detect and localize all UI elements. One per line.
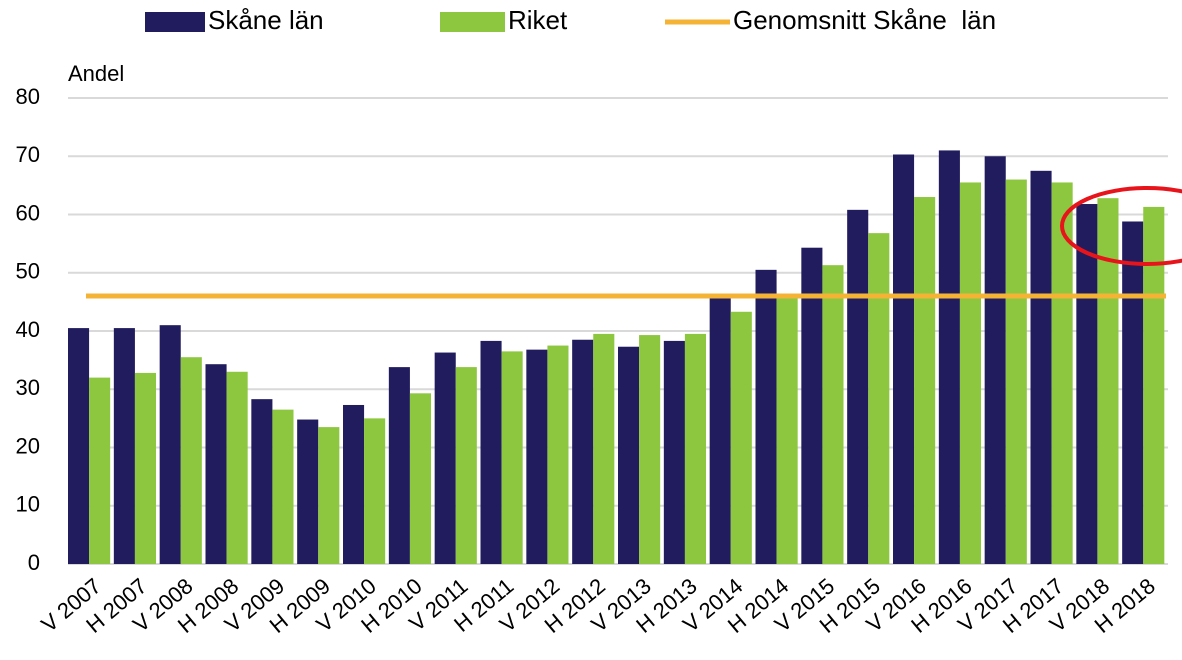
- bar: [893, 154, 915, 564]
- y-tick-label: 60: [16, 200, 40, 225]
- y-tick-label: 80: [16, 84, 40, 109]
- bar: [526, 349, 548, 564]
- y-tick-label: 20: [16, 433, 40, 458]
- bar: [343, 404, 365, 564]
- bar: [663, 340, 685, 564]
- bar: [409, 393, 431, 564]
- bar: [134, 372, 156, 564]
- bar: [984, 156, 1006, 564]
- bar: [1030, 170, 1052, 564]
- bar: [593, 333, 615, 564]
- bar: [113, 328, 135, 564]
- bar: [388, 367, 410, 564]
- y-tick-label: 0: [28, 550, 40, 575]
- bar: [868, 233, 890, 564]
- bar: [730, 311, 752, 564]
- bar: [801, 247, 823, 564]
- bar: [1122, 221, 1144, 565]
- legend-label: Skåne län: [208, 5, 324, 35]
- y-tick-label: 30: [16, 375, 40, 400]
- bar: [847, 209, 869, 564]
- bar: [251, 399, 273, 564]
- legend-swatch: [145, 12, 205, 32]
- bar: [822, 265, 844, 564]
- bar: [272, 409, 294, 564]
- bar: [455, 367, 477, 564]
- y-tick-label: 10: [16, 492, 40, 517]
- bar: [159, 325, 181, 564]
- bar: [547, 345, 569, 564]
- bar: [180, 357, 202, 564]
- y-axis-label: Andel: [68, 61, 124, 86]
- legend: Skåne län Riket Genomsnitt Skåne län: [145, 5, 996, 35]
- bar: [684, 333, 706, 564]
- legend-label: Genomsnitt Skåne län: [733, 5, 996, 35]
- y-tick-label: 70: [16, 142, 40, 167]
- legend-label: Riket: [508, 5, 568, 35]
- bar: [480, 340, 502, 564]
- bar: [572, 339, 594, 564]
- bar: [318, 427, 340, 564]
- bar: [205, 364, 227, 564]
- bar: [618, 346, 640, 564]
- bar: [297, 419, 319, 564]
- bar: [755, 269, 777, 564]
- bar: [938, 150, 960, 565]
- bar: [89, 377, 111, 564]
- y-tick-label: 40: [16, 317, 40, 342]
- bar: [434, 352, 456, 564]
- bar: [364, 418, 386, 564]
- bar: [639, 335, 661, 564]
- bar: [1143, 206, 1165, 565]
- highlight-ellipse: [1060, 186, 1182, 266]
- legend-swatch: [440, 12, 505, 32]
- bar: [914, 197, 936, 564]
- bar: [776, 296, 798, 564]
- bar: [501, 351, 523, 564]
- bar: [226, 371, 248, 564]
- bar: [959, 182, 981, 564]
- bar: [1076, 204, 1098, 564]
- bar: [68, 328, 90, 564]
- bar: [709, 296, 731, 564]
- bar: [1051, 182, 1073, 564]
- y-tick-label: 50: [16, 259, 40, 284]
- bar: [1097, 198, 1119, 564]
- bar: [1005, 179, 1027, 565]
